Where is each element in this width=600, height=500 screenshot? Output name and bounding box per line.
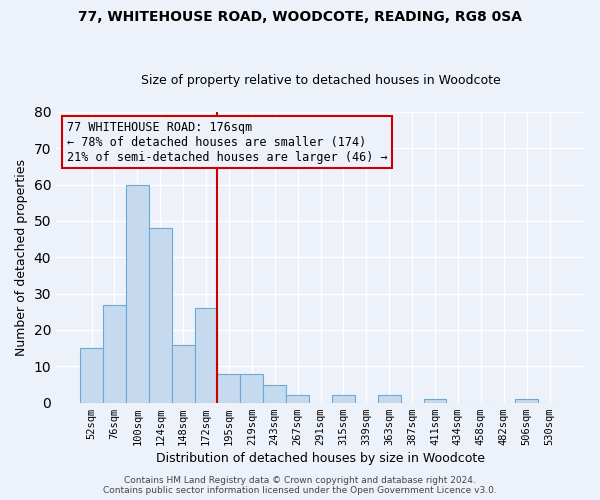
Title: Size of property relative to detached houses in Woodcote: Size of property relative to detached ho… — [140, 74, 500, 87]
Text: 77 WHITEHOUSE ROAD: 176sqm
← 78% of detached houses are smaller (174)
21% of sem: 77 WHITEHOUSE ROAD: 176sqm ← 78% of deta… — [67, 120, 387, 164]
Bar — [103, 304, 126, 402]
Bar — [194, 308, 217, 402]
Bar — [424, 399, 446, 402]
X-axis label: Distribution of detached houses by size in Woodcote: Distribution of detached houses by size … — [156, 452, 485, 465]
Bar — [332, 396, 355, 402]
Text: 77, WHITEHOUSE ROAD, WOODCOTE, READING, RG8 0SA: 77, WHITEHOUSE ROAD, WOODCOTE, READING, … — [78, 10, 522, 24]
Text: Contains HM Land Registry data © Crown copyright and database right 2024.
Contai: Contains HM Land Registry data © Crown c… — [103, 476, 497, 495]
Bar — [286, 396, 309, 402]
Bar — [241, 374, 263, 402]
Bar — [515, 399, 538, 402]
Bar — [263, 384, 286, 402]
Bar — [126, 184, 149, 402]
Bar — [378, 396, 401, 402]
Bar — [149, 228, 172, 402]
Bar — [172, 344, 194, 403]
Bar — [80, 348, 103, 403]
Y-axis label: Number of detached properties: Number of detached properties — [15, 158, 28, 356]
Bar — [217, 374, 241, 402]
